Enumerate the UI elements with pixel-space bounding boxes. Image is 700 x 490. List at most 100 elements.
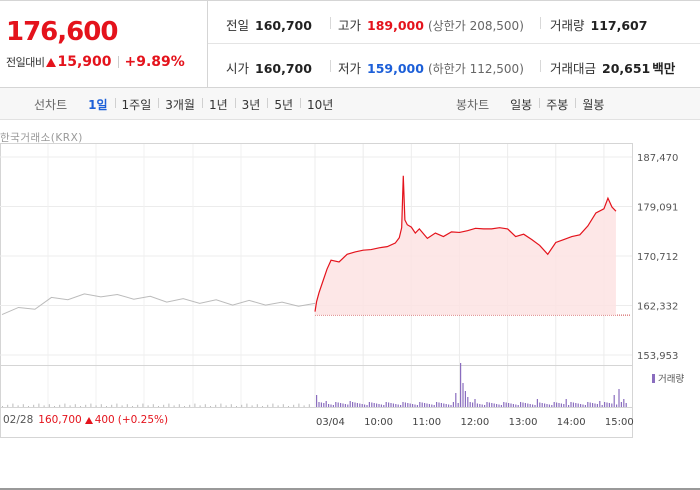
volume-bar bbox=[616, 404, 618, 407]
volume-bar bbox=[428, 404, 430, 407]
volume-bar bbox=[584, 405, 586, 407]
volume-bar bbox=[623, 399, 625, 407]
volume-bar bbox=[493, 403, 495, 407]
x-tick-label: 13:00 bbox=[509, 417, 538, 428]
trade-value-stat: 거래대금 20,651 백만 bbox=[550, 58, 675, 77]
volume-bar bbox=[288, 406, 289, 407]
volume-bar bbox=[330, 404, 332, 407]
y-tick-label: 187,470 bbox=[637, 153, 678, 164]
prev-day-line bbox=[1, 293, 316, 316]
tab-3year[interactable]: 3년 bbox=[234, 96, 268, 113]
tab-1day[interactable]: 1일 bbox=[88, 97, 108, 112]
volume-bar bbox=[388, 402, 390, 407]
volume-bar bbox=[225, 405, 227, 407]
stats-row: 시가 160,700 저가 159,000 (하한가 112,500) 거래대금… bbox=[208, 44, 700, 87]
volume-bar bbox=[323, 403, 325, 407]
prev-close-value: 160,700 bbox=[255, 18, 312, 33]
volume-bar bbox=[457, 403, 459, 407]
change-label: 전일대비 bbox=[6, 56, 45, 69]
open-label: 시가 bbox=[226, 61, 250, 76]
volume-bar bbox=[563, 404, 565, 407]
volume-bar bbox=[54, 406, 55, 407]
volume-bar bbox=[407, 403, 409, 407]
volume-bar bbox=[173, 405, 175, 407]
open-value: 160,700 bbox=[255, 61, 312, 76]
volume-bar bbox=[570, 402, 572, 407]
volume-bar bbox=[539, 402, 541, 407]
volume-bar bbox=[582, 404, 584, 407]
volume-bar bbox=[412, 404, 414, 407]
volume-bar bbox=[359, 403, 361, 407]
volume-bar bbox=[496, 404, 498, 407]
volume-bar bbox=[262, 406, 263, 407]
volume-bar bbox=[460, 363, 462, 407]
volume-bar bbox=[147, 405, 149, 407]
change-row: 전일대비 15,900 +9.89% bbox=[6, 54, 185, 70]
volume-bar bbox=[488, 402, 490, 407]
volume-bar bbox=[132, 406, 133, 407]
volume-bar bbox=[601, 405, 603, 407]
volume-bar bbox=[126, 404, 128, 407]
prev-day-date: 02/28 bbox=[3, 414, 34, 426]
tab-monthly-candle[interactable]: 월봉 bbox=[575, 96, 611, 113]
volume-stat: 거래량 117,607 bbox=[550, 15, 647, 34]
volume-bar bbox=[455, 393, 457, 407]
tab-3month[interactable]: 3개월 bbox=[158, 96, 202, 113]
volume-bar bbox=[469, 402, 471, 407]
divider bbox=[330, 17, 331, 29]
volume-value: 117,607 bbox=[590, 18, 648, 33]
volume-bar bbox=[215, 404, 217, 407]
volume-bar bbox=[59, 404, 61, 407]
volume-bar bbox=[316, 395, 318, 407]
volume-bar bbox=[527, 403, 529, 407]
candle-chart-tabs: 봉차트 일봉 주봉 월봉 bbox=[456, 88, 611, 120]
volume-bar bbox=[352, 402, 354, 407]
volume-bar bbox=[587, 402, 589, 407]
tab-1year[interactable]: 1년 bbox=[201, 96, 235, 113]
prev-close-stat: 전일 160,700 bbox=[226, 15, 312, 34]
volume-bar bbox=[625, 403, 627, 407]
tab-10year[interactable]: 10년 bbox=[300, 96, 340, 113]
current-price: 176,600 bbox=[6, 17, 118, 47]
volume-bar bbox=[592, 403, 594, 407]
change-percent: +9.89% bbox=[124, 54, 185, 70]
volume-bar bbox=[464, 391, 466, 407]
volume-bar bbox=[95, 405, 97, 407]
volume-bar bbox=[604, 402, 606, 407]
candle-chart-title: 봉차트 bbox=[456, 97, 490, 112]
volume-bar bbox=[452, 402, 454, 407]
volume-bar bbox=[48, 404, 50, 407]
chart-period-tabs: 선차트 1일 1주일 3개월 1년 3년 5년 10년 봉차트 일봉 주봉 월봉 bbox=[0, 88, 700, 120]
volume-bar bbox=[553, 402, 555, 407]
volume-bar bbox=[100, 404, 102, 407]
volume-bar bbox=[450, 405, 452, 407]
tab-daily-candle[interactable]: 일봉 bbox=[510, 97, 533, 112]
volume-bar bbox=[354, 402, 356, 407]
volume-bar bbox=[380, 404, 382, 407]
volume-bar bbox=[90, 403, 92, 407]
volume-bar bbox=[17, 405, 19, 407]
volume-bar bbox=[106, 406, 107, 407]
volume-bar bbox=[204, 404, 206, 407]
prev-day-price: 160,700 bbox=[38, 414, 82, 426]
tab-1week[interactable]: 1주일 bbox=[114, 96, 159, 113]
volume-bar bbox=[64, 403, 66, 407]
volume-bar bbox=[414, 404, 416, 407]
tab-weekly-candle[interactable]: 주봉 bbox=[539, 96, 575, 113]
volume-legend: 거래량 bbox=[652, 371, 684, 385]
divider bbox=[540, 60, 541, 72]
tab-5year[interactable]: 5년 bbox=[267, 96, 300, 113]
volume-bar bbox=[2, 406, 3, 407]
volume-bar bbox=[534, 405, 536, 407]
volume-bar bbox=[303, 405, 305, 407]
volume-bar bbox=[397, 404, 399, 407]
volume-bar bbox=[121, 405, 123, 407]
volume-bar bbox=[548, 404, 550, 407]
volume-bar bbox=[392, 403, 394, 407]
volume-bar bbox=[33, 404, 35, 407]
y-tick-label: 162,332 bbox=[637, 302, 678, 313]
volume-bar bbox=[611, 403, 613, 407]
volume-bar bbox=[448, 404, 450, 407]
volume-bar bbox=[373, 403, 375, 407]
volume-bar bbox=[22, 404, 24, 407]
